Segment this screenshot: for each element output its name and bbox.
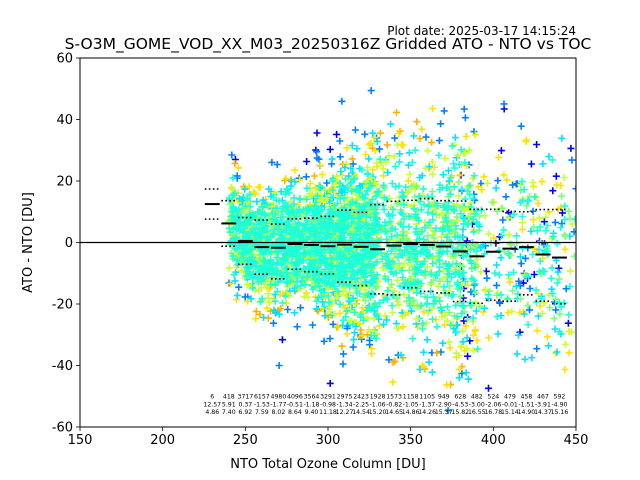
y-tick-label: -60 — [52, 421, 73, 436]
y-tick-label: 60 — [56, 52, 73, 67]
bin-stat-label: 0.37 — [238, 401, 252, 408]
bin-stat-label: 3717 — [237, 394, 253, 401]
bin-stat-label: 3564 — [304, 394, 320, 401]
bin-stat-label: 15.37 — [435, 409, 453, 416]
bin-stat-label: -3.00 — [469, 401, 485, 408]
bin-stat-label: 467 — [537, 394, 549, 401]
bin-stat-label: 15.16 — [551, 409, 569, 416]
bin-stat-label: -4.53 — [452, 401, 468, 408]
bin-stat-label: 14.26 — [418, 409, 436, 416]
bin-stat-label: 4.86 — [205, 409, 219, 416]
bin-stat-label: 2423 — [353, 394, 369, 401]
bin-stat-label: -2.25 — [353, 401, 369, 408]
bin-stat-label: 6157 — [254, 394, 270, 401]
x-tick-label: 450 — [564, 433, 589, 448]
bin-stat-label: 1105 — [419, 394, 435, 401]
bin-stat-label: 6.92 — [238, 409, 252, 416]
bin-stat-label: 16.78 — [484, 409, 502, 416]
bin-stat-label: -1.53 — [254, 401, 270, 408]
bin-stat-label: -3.91 — [535, 401, 551, 408]
chart-title: S-O3M_GOME_VOD_XX_M03_20250316Z Gridded … — [65, 35, 592, 54]
scatter-series-3 — [225, 142, 576, 353]
bin-stat-label: 12.27 — [336, 409, 354, 416]
y-axis: -60 -40 -20 0 20 40 60 — [52, 52, 80, 436]
bin-stat-label: 1573 — [386, 394, 402, 401]
bin-stat-label: 592 — [554, 394, 566, 401]
bin-stat-label: 949 — [438, 394, 450, 401]
y-axis-label: ATO - NTO [DU] — [21, 192, 36, 293]
y-tick-label: -20 — [52, 298, 73, 313]
bin-stat-label: 9.40 — [305, 409, 319, 416]
bin-stat-label: 4980 — [271, 394, 287, 401]
x-tick-label: 200 — [150, 433, 175, 448]
statistics-overlay — [80, 188, 576, 305]
x-tick-label: 400 — [481, 433, 506, 448]
bin-stat-label: 7.59 — [255, 409, 269, 416]
bin-stat-label: 15.14 — [501, 409, 519, 416]
scatter-points — [225, 87, 576, 415]
x-tick-label: 350 — [398, 433, 423, 448]
bin-stat-label: -2.90 — [436, 401, 452, 408]
bin-stat-label: 418 — [223, 394, 235, 401]
x-tick-label: 300 — [316, 433, 341, 448]
bin-stat-label: 7.40 — [222, 409, 236, 416]
bin-stat-label: 14.54 — [352, 409, 370, 416]
bin-stat-label: 16.55 — [468, 409, 486, 416]
y-tick-label: 40 — [56, 113, 73, 128]
bin-stat-label: -1.51 — [518, 401, 534, 408]
bin-statistics-text: 6 418 3717 6157 4980 4096 3564 3291 2975 2423 1928… — [203, 394, 568, 416]
bin-stat-label: -4.90 — [551, 401, 567, 408]
bin-stat-label: 3291 — [320, 394, 336, 401]
bin-stat-label: 8.02 — [272, 409, 286, 416]
bin-stat-label: -1.18 — [303, 401, 319, 408]
bin-stat-label: 5.91 — [222, 401, 236, 408]
x-axis: 150 200 250 300 350 400 450 — [68, 427, 589, 448]
bin-stat-label: 1158 — [403, 394, 419, 401]
bin-stat-label: -0.82 — [386, 401, 402, 408]
bin-stat-label: 15.82 — [451, 409, 469, 416]
bin-stat-label: 14.65 — [385, 409, 403, 416]
bin-stat-label: 1928 — [370, 394, 386, 401]
bin-stat-label: 12.57 — [203, 401, 221, 408]
bin-stat-label: 6 — [210, 394, 214, 401]
bin-stat-label: -1.05 — [403, 401, 419, 408]
y-tick-label: 20 — [56, 175, 73, 190]
bin-stat-label: 4096 — [287, 394, 303, 401]
x-tick-label: 250 — [233, 433, 258, 448]
bin-stat-label: -0.98 — [320, 401, 336, 408]
bin-stat-label: -2.06 — [485, 401, 501, 408]
x-tick-label: 150 — [68, 433, 93, 448]
bin-stat-label: 14.90 — [518, 409, 536, 416]
bin-stat-label: 524 — [487, 394, 499, 401]
y-tick-label: -40 — [52, 359, 73, 374]
bin-stat-label: -1.37 — [419, 401, 435, 408]
bin-stat-label: 11.18 — [319, 409, 337, 416]
bin-stat-label: 458 — [520, 394, 532, 401]
bin-stat-label: 14.86 — [402, 409, 420, 416]
bin-stat-label: 628 — [454, 394, 466, 401]
bin-stat-label: 15.20 — [369, 409, 387, 416]
bin-stat-label: -0.51 — [287, 401, 303, 408]
y-tick-label: 0 — [65, 236, 73, 251]
plot-date: Plot date: 2025-03-17 14:15:24 — [387, 24, 576, 38]
x-axis-label: NTO Total Ozone Column [DU] — [230, 457, 426, 472]
bin-stat-label: 479 — [504, 394, 516, 401]
bin-stat-label: 8.64 — [288, 409, 302, 416]
bin-stat-label: 2975 — [337, 394, 353, 401]
bin-stat-label: -0.01 — [502, 401, 518, 408]
bin-stat-label: 482 — [471, 394, 483, 401]
bin-stat-label: -1.06 — [370, 401, 386, 408]
bin-stat-label: -1.34 — [337, 401, 353, 408]
bin-stat-label: 14.37 — [534, 409, 552, 416]
bin-stat-label: -1.77 — [270, 401, 286, 408]
